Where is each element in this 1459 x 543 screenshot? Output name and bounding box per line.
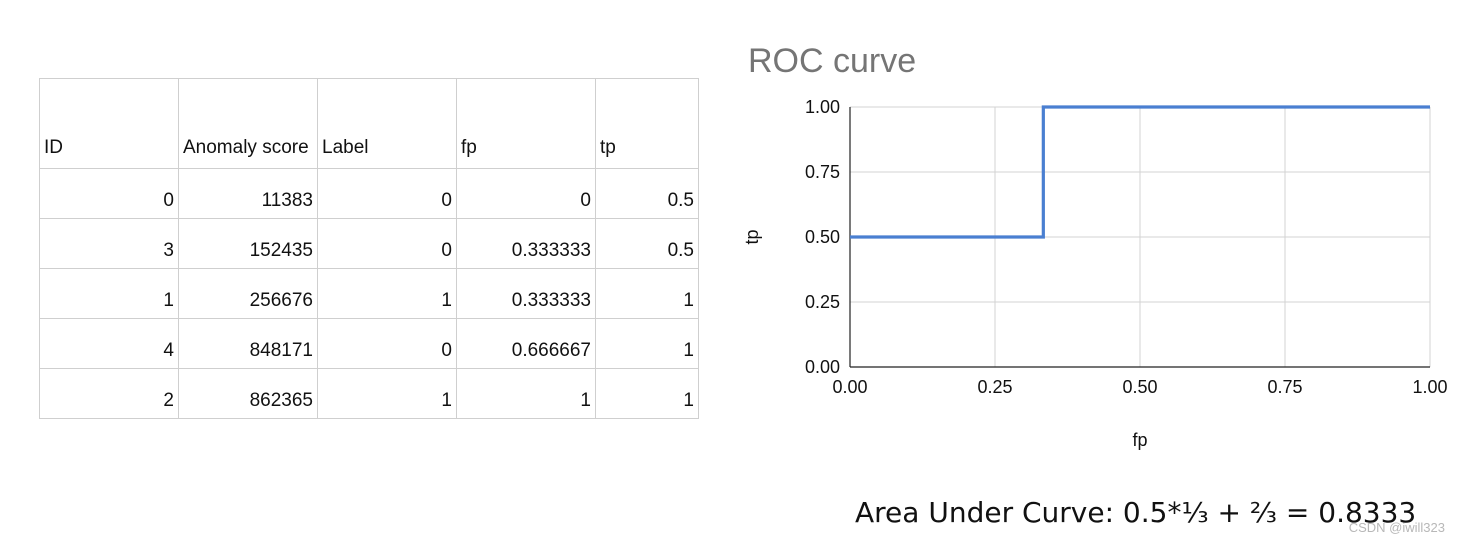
cell-fp: 0	[456, 168, 596, 219]
roc-series-line	[850, 105, 1430, 239]
header-anomaly-score: Anomaly score	[178, 78, 318, 169]
table-row: 2 862365 1 1 1	[39, 368, 699, 419]
y-tick-label: 0.25	[805, 292, 840, 312]
y-tick-label: 0.00	[805, 357, 840, 377]
x-tick-label: 1.00	[1412, 377, 1447, 397]
cell-fp: 0.333333	[456, 218, 596, 269]
table-row: 4 848171 0 0.666667 1	[39, 318, 699, 369]
header-fp: fp	[456, 78, 596, 169]
table-header-row: ID Anomaly score Label fp tp	[39, 78, 699, 169]
cell-fp: 0.333333	[456, 268, 596, 319]
cell-anomaly-score: 11383	[178, 168, 318, 219]
x-tick-label: 0.50	[1122, 377, 1157, 397]
cell-tp: 0.5	[595, 218, 699, 269]
cell-id: 4	[39, 318, 179, 369]
watermark: CSDN @iwill323	[1348, 520, 1445, 535]
cell-tp: 1	[595, 368, 699, 419]
header-label: Label	[317, 78, 457, 169]
cell-tp: 1	[595, 268, 699, 319]
table-row: 3 152435 0 0.333333 0.5	[39, 218, 699, 269]
y-tick-label: 0.75	[805, 162, 840, 182]
cell-fp: 1	[456, 368, 596, 419]
cell-label: 1	[317, 368, 457, 419]
cell-id: 2	[39, 368, 179, 419]
header-tp: tp	[595, 78, 699, 169]
cell-anomaly-score: 152435	[178, 218, 318, 269]
table-row: 1 256676 1 0.333333 1	[39, 268, 699, 319]
cell-label: 0	[317, 168, 457, 219]
cell-anomaly-score: 862365	[178, 368, 318, 419]
auc-formula: Area Under Curve: 0.5*⅓ + ⅔ = 0.8333	[855, 496, 1417, 529]
cell-label: 1	[317, 268, 457, 319]
roc-data-table: ID Anomaly score Label fp tp 0 11383 0 0…	[39, 78, 699, 419]
cell-label: 0	[317, 318, 457, 369]
cell-label: 0	[317, 218, 457, 269]
chart-title: ROC curve	[748, 42, 917, 80]
y-tick-label: 1.00	[805, 97, 840, 117]
x-tick-label: 0.00	[832, 377, 867, 397]
roc-chart: 0.00 0.25 0.50 0.75 1.00 0.00 0.25 0.50 0.75 1.00…	[742, 97, 1448, 450]
y-axis-title: tp	[742, 229, 762, 244]
cell-id: 0	[39, 168, 179, 219]
cell-anomaly-score: 848171	[178, 318, 318, 369]
cell-anomaly-score: 256676	[178, 268, 318, 319]
cell-tp: 1	[595, 318, 699, 369]
x-tick-label: 0.25	[977, 377, 1012, 397]
x-tick-label: 0.75	[1267, 377, 1302, 397]
cell-tp: 0.5	[595, 168, 699, 219]
header-id: ID	[39, 78, 179, 169]
cell-id: 3	[39, 218, 179, 269]
cell-id: 1	[39, 268, 179, 319]
cell-fp: 0.666667	[456, 318, 596, 369]
x-axis-title: fp	[1132, 430, 1147, 450]
y-tick-label: 0.50	[805, 227, 840, 247]
table-row: 0 11383 0 0 0.5	[39, 168, 699, 219]
